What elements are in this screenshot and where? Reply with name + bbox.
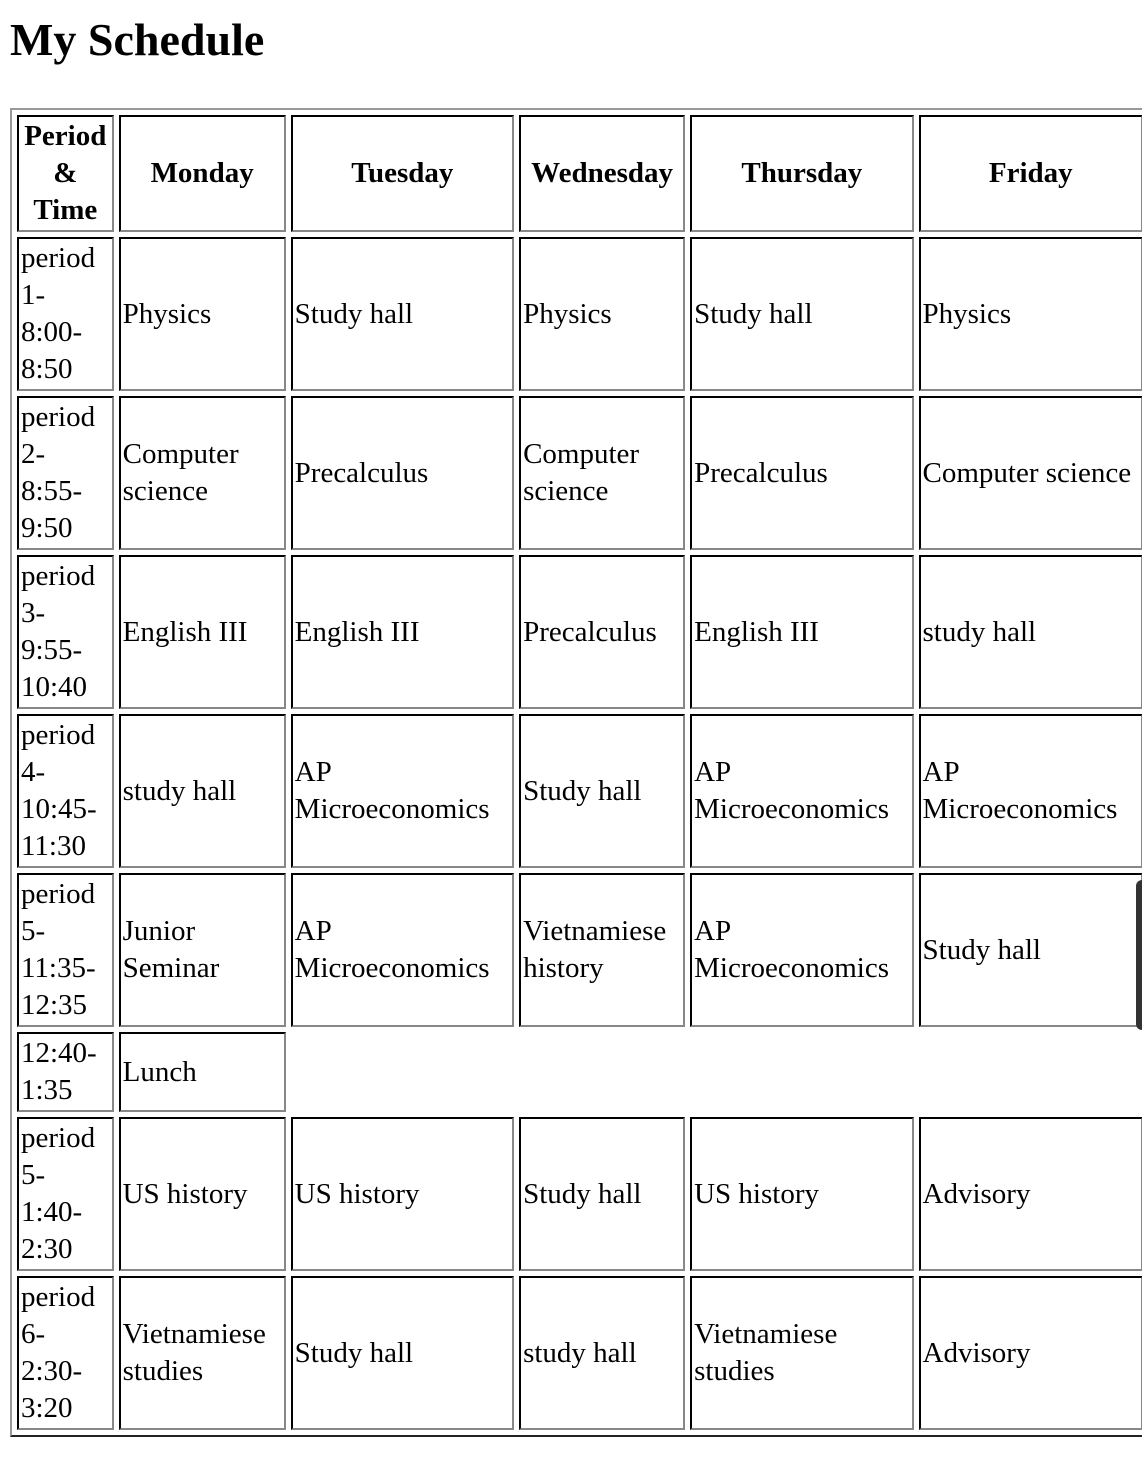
class-cell: study hall [918,555,1142,709]
class-cell: Study hall [690,237,914,391]
period-time-cell: period 2- 8:55- 9:50 [17,396,114,550]
class-cell: Study hall [519,1117,686,1271]
column-header: Period & Time [17,115,114,232]
class-cell: Vietnamiese history [519,873,686,1027]
column-header: Tuesday [290,115,515,232]
class-cell: Physics [918,237,1142,391]
class-cell: English III [118,555,286,709]
class-cell: AP Microeconomics [290,714,515,868]
class-cell: Computer science [519,396,686,550]
column-header: Wednesday [519,115,686,232]
period-time-cell: period 5- 11:35- 12:35 [17,873,114,1027]
header-row: Period & Time Monday Tuesday Wednesday Thurs… [17,115,1142,232]
table-row: 12:40- 1:35 Lunch [17,1032,1142,1112]
table-row: period 6- 2:30- 3:20 Vietnamiese studies S… [17,1276,1142,1430]
class-cell: Vietnamiese studies [690,1276,914,1430]
table-row: period 5- 1:40- 2:30 US history US history… [17,1117,1142,1271]
class-cell: AP Microeconomics [918,714,1142,868]
period-time-cell: period 3- 9:55- 10:40 [17,555,114,709]
class-cell: English III [690,555,914,709]
class-cell: AP Microeconomics [290,873,515,1027]
table-row: period 5- 11:35- 12:35 Junior Seminar AP M… [17,873,1142,1027]
class-cell: Precalculus [690,396,914,550]
class-cell: Computer science [918,396,1142,550]
class-cell: AP Microeconomics [690,873,914,1027]
class-cell: Computer science [118,396,286,550]
class-cell: Physics [519,237,686,391]
class-cell: Lunch [118,1032,286,1112]
column-header: Monday [118,115,286,232]
class-cell: Physics [118,237,286,391]
class-cell: Junior Seminar [118,873,286,1027]
class-cell: Advisory [918,1117,1142,1271]
period-time-cell: period 6- 2:30- 3:20 [17,1276,114,1430]
period-time-cell: period 4- 10:45- 11:30 [17,714,114,868]
class-cell: Precalculus [290,396,515,550]
class-cell: US history [290,1117,515,1271]
table-row: period 4- 10:45- 11:30 study hall AP Micro… [17,714,1142,868]
class-cell: Precalculus [519,555,686,709]
column-header: Friday [918,115,1142,232]
scrollbar[interactable] [1136,880,1142,1030]
class-cell: US history [118,1117,286,1271]
class-cell: Study hall [290,1276,515,1430]
page-title: My Schedule [10,14,265,65]
period-time-cell: period 1- 8:00- 8:50 [17,237,114,391]
period-time-cell: 12:40- 1:35 [17,1032,114,1112]
class-cell: study hall [118,714,286,868]
period-time-cell: period 5- 1:40- 2:30 [17,1117,114,1271]
schedule-table: Period & Time Monday Tuesday Wednesday Thurs… [10,108,1142,1437]
table-row: period 3- 9:55- 10:40 English III English … [17,555,1142,709]
class-cell: US history [690,1117,914,1271]
class-cell: Advisory [918,1276,1142,1430]
class-cell: study hall [519,1276,686,1430]
table-row: period 1- 8:00- 8:50 Physics Study hall Phy… [17,237,1142,391]
class-cell: Study hall [918,873,1142,1027]
column-header: Thursday [690,115,914,232]
class-cell: Study hall [290,237,515,391]
class-cell: Study hall [519,714,686,868]
class-cell: English III [290,555,515,709]
table-row: period 2- 8:55- 9:50 Computer science Prec… [17,396,1142,550]
class-cell: Vietnamiese studies [118,1276,286,1430]
class-cell: AP Microeconomics [690,714,914,868]
